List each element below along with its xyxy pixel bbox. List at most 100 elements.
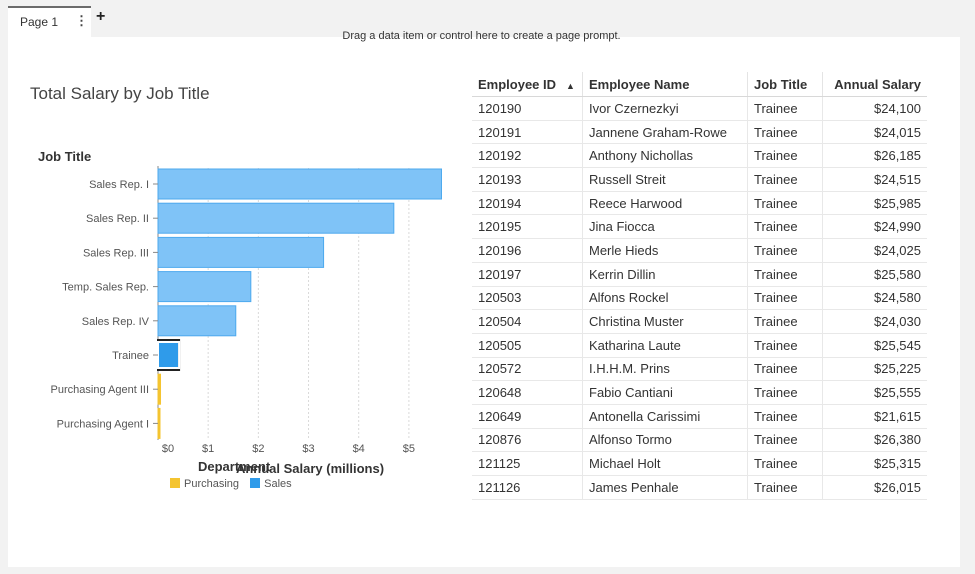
cell-employee-id: 121125 <box>472 451 583 476</box>
table-row[interactable]: 120649 Antonella Carissimi Trainee $21,615 <box>472 404 927 429</box>
cell-employee-id: 120190 <box>472 96 583 121</box>
y-tick-label: Sales Rep. III <box>83 247 149 259</box>
cell-job-title: Trainee <box>747 238 823 263</box>
x-axis-label: Annual Salary (millions) <box>236 461 384 476</box>
cell-employee-id: 120648 <box>472 380 583 405</box>
cell-employee-name: Kerrin Dillin <box>582 262 748 287</box>
cell-employee-id: 120192 <box>472 143 583 169</box>
cell-job-title: Trainee <box>747 167 823 192</box>
bar[interactable] <box>157 271 252 303</box>
cell-employee-name: Jina Fiocca <box>582 214 748 240</box>
table-row[interactable]: 120648 Fabio Cantiani Trainee $25,555 <box>472 380 927 405</box>
table-row[interactable]: 120504 Christina Muster Trainee $24,030 <box>472 309 927 334</box>
cell-annual-salary: $26,185 <box>822 143 927 169</box>
table-row[interactable]: 121125 Michael Holt Trainee $25,315 <box>472 451 927 476</box>
table-row[interactable]: 120572 I.H.H.M. Prins Trainee $25,225 <box>472 357 927 382</box>
cell-employee-id: 120194 <box>472 191 583 216</box>
x-tick-label: $0 <box>162 443 174 455</box>
cell-job-title: Trainee <box>747 404 823 429</box>
cell-employee-id: 120191 <box>472 120 583 145</box>
table-row[interactable]: 120876 Alfonso Tormo Trainee $26,380 <box>472 428 927 453</box>
cell-job-title: Trainee <box>747 191 823 216</box>
bar[interactable] <box>157 168 442 200</box>
legend-item-purchasing[interactable]: Purchasing <box>170 478 239 490</box>
bar[interactable] <box>157 373 162 405</box>
tab-page-1[interactable]: Page 1 ⋮ <box>8 6 91 37</box>
y-tick-label: Sales Rep. II <box>86 213 149 225</box>
x-tick-label: $2 <box>252 443 264 455</box>
cell-annual-salary: $21,615 <box>822 404 927 429</box>
legend-item-sales[interactable]: Sales <box>250 478 292 490</box>
bar[interactable] <box>157 305 237 337</box>
cell-job-title: Trainee <box>747 286 823 311</box>
page-prompt-drop-zone[interactable]: Drag a data item or control here to crea… <box>342 30 621 42</box>
column-header-label: Annual Salary <box>834 76 921 92</box>
table-row[interactable]: 120505 Katharina Laute Trainee $25,545 <box>472 333 927 358</box>
y-tick-label: Purchasing Agent I <box>57 418 149 430</box>
legend-swatch-sales <box>250 478 261 488</box>
table-row[interactable]: 120194 Reece Harwood Trainee $25,985 <box>472 191 927 216</box>
bar[interactable] <box>157 339 181 371</box>
x-tick-label: $1 <box>202 443 214 455</box>
table-row[interactable]: 120197 Kerrin Dillin Trainee $25,580 <box>472 262 927 287</box>
column-header-employee-name[interactable]: Employee Name <box>582 72 748 97</box>
x-tick-label: $4 <box>353 443 365 455</box>
cell-annual-salary: $25,985 <box>822 191 927 216</box>
column-header-label: Employee Name <box>589 76 690 92</box>
y-tick-label: Trainee <box>112 350 149 362</box>
cell-employee-id: 120193 <box>472 167 583 192</box>
cell-job-title: Trainee <box>747 262 823 287</box>
table-row[interactable]: 120503 Alfons Rockel Trainee $24,580 <box>472 286 927 311</box>
x-tick-label: $5 <box>403 443 415 455</box>
table-row[interactable]: 120192 Anthony Nichollas Trainee $26,185 <box>472 143 927 169</box>
legend-label-purchasing: Purchasing <box>184 478 240 490</box>
x-tick-label: $3 <box>302 443 314 455</box>
cell-job-title: Trainee <box>747 333 823 358</box>
y-tick-label: Sales Rep. I <box>89 179 149 191</box>
bar[interactable] <box>157 407 161 439</box>
column-header-job-title[interactable]: Job Title <box>747 72 823 97</box>
cell-annual-salary: $25,315 <box>822 451 927 476</box>
cell-employee-name: Reece Harwood <box>582 191 748 216</box>
sort-ascending-icon: ▲ <box>566 80 575 91</box>
cell-job-title: Trainee <box>747 120 823 145</box>
cell-employee-name: I.H.H.M. Prins <box>582 357 748 382</box>
cell-employee-name: Antonella Carissimi <box>582 404 748 429</box>
cell-job-title: Trainee <box>747 143 823 169</box>
column-header-label: Employee ID <box>478 76 557 92</box>
chart-title: Total Salary by Job Title <box>30 84 210 103</box>
bar[interactable] <box>157 236 325 268</box>
cell-employee-name: Christina Muster <box>582 309 748 334</box>
column-header-label: Job Title <box>754 76 808 92</box>
cell-employee-name: Katharina Laute <box>582 333 748 358</box>
table-row[interactable]: 120195 Jina Fiocca Trainee $24,990 <box>472 214 927 240</box>
plus-icon[interactable]: + <box>96 8 106 25</box>
cell-employee-id: 120876 <box>472 428 583 453</box>
cell-annual-salary: $24,015 <box>822 120 927 145</box>
cell-job-title: Trainee <box>747 380 823 405</box>
cell-annual-salary: $26,380 <box>822 428 927 453</box>
column-header-employee-id[interactable]: Employee ID ▲ <box>472 72 583 97</box>
table-row[interactable]: 120193 Russell Streit Trainee $24,515 <box>472 167 927 192</box>
bar[interactable] <box>157 202 395 234</box>
y-tick-label: Temp. Sales Rep. <box>62 282 149 294</box>
cell-employee-id: 120195 <box>472 214 583 240</box>
cell-employee-name: Fabio Cantiani <box>582 380 748 405</box>
legend-swatch-purchasing <box>170 478 180 488</box>
table-row[interactable]: 121126 James Penhale Trainee $26,015 <box>472 475 927 500</box>
table-header-row: Employee ID ▲ Employee Name Job Title Ann… <box>472 72 927 97</box>
column-header-annual-salary[interactable]: Annual Salary <box>822 72 927 97</box>
cell-annual-salary: $26,015 <box>822 475 927 500</box>
cell-job-title: Trainee <box>747 214 823 240</box>
table-row[interactable]: 120191 Jannene Graham-Rowe Trainee $24,015 <box>472 120 927 145</box>
table-row[interactable]: 120190 Ivor Czernezkyi Trainee $24,100 <box>472 96 927 121</box>
y-tick-label: Sales Rep. IV <box>82 316 150 328</box>
page-tab-bar: Page 1 ⋮ + <box>0 0 975 37</box>
vertical-ellipsis-icon[interactable]: ⋮ <box>75 13 88 28</box>
legend-label-sales: Sales <box>264 478 292 490</box>
cell-annual-salary: $24,100 <box>822 96 927 121</box>
cell-employee-id: 120503 <box>472 286 583 311</box>
bar-chart: Job Title $0 $1 $2 $3 $4 $5 Sales Rep. I Sales R… <box>38 149 442 476</box>
table-row[interactable]: 120196 Merle Hieds Trainee $24,025 <box>472 238 927 263</box>
y-axis-label: Job Title <box>38 149 91 164</box>
